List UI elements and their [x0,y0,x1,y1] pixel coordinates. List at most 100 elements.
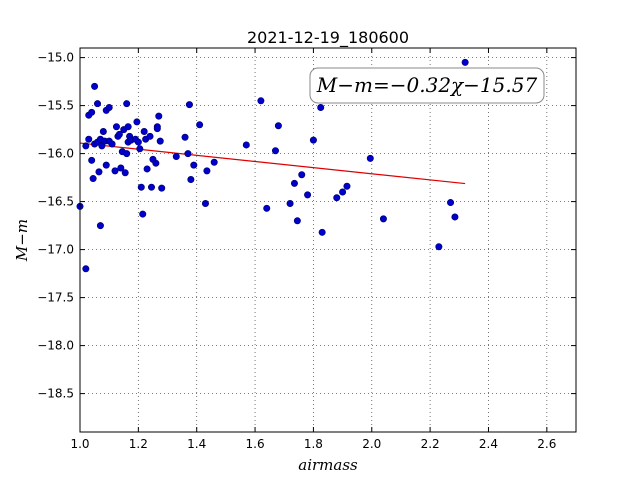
x-tick-label: 2.4 [479,437,498,451]
data-point [146,132,154,140]
y-tick-label: −18.0 [37,339,74,353]
data-point [366,154,374,162]
plot-frame [79,47,577,433]
data-points [76,58,469,273]
data-point [156,137,164,145]
x-tick-label: 1.8 [304,437,323,451]
data-point [136,145,144,153]
data-point [137,183,145,191]
data-point [102,161,110,169]
equation-box [309,67,545,104]
chart-title: 2021-12-19_180600 [247,28,409,48]
data-point [89,175,97,183]
data-point [143,165,151,173]
data-point [257,97,265,105]
data-point [447,199,455,207]
data-point [99,128,107,136]
y-tick-label: −16.0 [37,147,74,161]
data-point [379,215,387,223]
data-point [105,104,113,112]
data-point [121,169,129,177]
data-point [85,135,93,143]
data-point [123,100,131,108]
data-point [339,188,347,196]
data-point [181,133,189,141]
x-tick-label: 2.0 [362,437,381,451]
grid-lines [80,48,576,432]
x-tick-label: 2.2 [421,437,440,451]
data-point [274,122,282,130]
data-point [158,184,166,192]
data-point [140,128,148,136]
data-point [196,121,204,129]
data-point [108,140,116,148]
data-point [155,112,163,120]
y-tick-label: −18.5 [37,387,74,401]
data-point [318,228,326,236]
data-point [290,179,298,187]
data-point [88,156,96,164]
data-point [242,141,250,149]
data-point [147,183,155,191]
x-tick-label: 1.2 [129,437,148,451]
data-point [96,222,104,230]
data-point [133,118,141,126]
data-point [94,100,102,108]
axis-ticks [79,48,576,432]
data-point [184,150,192,158]
data-point [435,243,443,251]
fit-line [79,142,466,185]
data-point [451,213,459,221]
data-point [88,108,96,116]
x-tick-label: 1.4 [187,437,206,451]
plot-area [80,48,576,432]
data-point [115,130,123,138]
data-point [112,123,120,131]
x-tick-label: 1.6 [246,437,265,451]
data-point [153,125,161,133]
data-point [201,200,209,208]
data-point [82,142,90,150]
data-point [139,210,147,218]
x-tick-label: 1.0 [70,437,89,451]
data-point [271,147,279,155]
data-point [91,82,99,90]
data-point [286,200,294,208]
data-point [304,191,312,199]
data-point [123,150,131,158]
data-point [190,161,198,169]
data-point [134,138,142,146]
data-point [111,167,119,175]
y-tick-label: −16.5 [37,195,74,209]
y-tick-label: −15.0 [37,51,74,65]
y-tick-label: −17.0 [37,243,74,257]
data-point [293,217,301,225]
data-point [124,123,132,131]
x-axis-label: airmass [298,456,358,474]
data-point [309,136,317,144]
data-point [333,194,341,202]
y-tick-labels: −15.0 −15.5 −16.0 −16.5 −17.0 −17.5 −18.0 −18.5 [37,51,74,401]
data-point [95,168,103,176]
x-tick-label: 2.6 [537,437,556,451]
y-tick-label: −17.5 [37,291,74,305]
data-point [185,101,193,109]
fit-line-group [79,142,466,185]
data-point [210,158,218,166]
data-point [317,104,325,112]
data-point [298,171,306,179]
data-point [152,159,160,167]
equation-annotation: M−m=−0.32χ−15.57 [309,67,545,104]
data-point [187,176,195,184]
data-point [82,265,90,273]
x-tick-labels: 1.0 1.2 1.4 1.6 1.8 2.0 2.2 2.4 2.6 [70,437,556,451]
data-point [461,58,469,66]
y-axis-label: M−m [13,219,31,262]
data-point [117,164,125,172]
data-point [343,182,351,190]
data-point [263,204,271,212]
data-point [203,167,211,175]
data-point [172,152,180,160]
y-tick-label: −15.5 [37,99,74,113]
